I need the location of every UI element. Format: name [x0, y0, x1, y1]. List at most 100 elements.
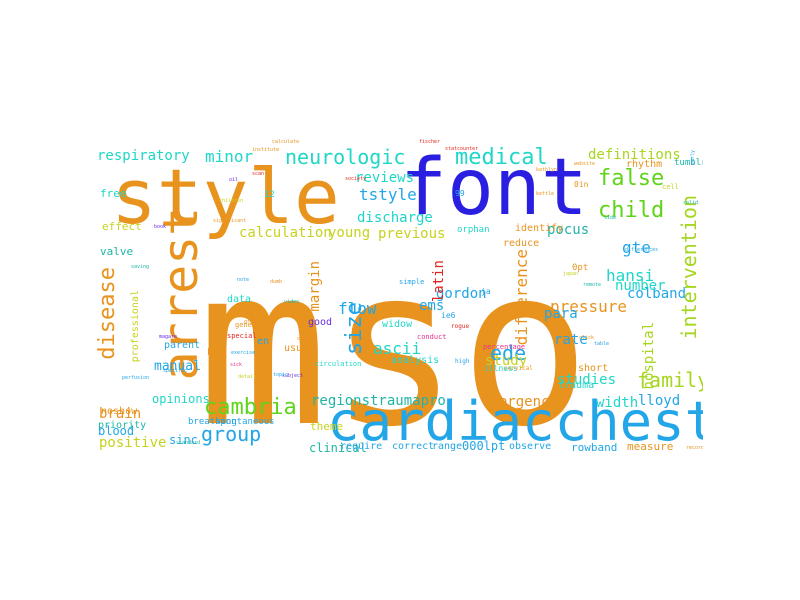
- cloud-word: correct: [392, 441, 435, 452]
- cloud-word: early: [690, 150, 696, 166]
- cloud-word: cardiacchest: [327, 390, 703, 453]
- cloud-word: hospital: [641, 322, 657, 390]
- cloud-word: range: [432, 441, 463, 452]
- cloud-word: differences: [625, 247, 659, 253]
- cloud-word: font: [400, 143, 588, 233]
- cloud-word: side: [604, 215, 617, 221]
- cloud-word: topic: [273, 372, 289, 378]
- cloud-word: blood: [98, 424, 135, 438]
- cloud-word: solid: [683, 200, 699, 206]
- cloud-word: general: [235, 321, 265, 329]
- cloud-word: ja: [481, 287, 491, 296]
- cloud-word: reviews: [355, 170, 415, 186]
- cloud-word: statcounter: [445, 146, 479, 152]
- cloud-word: brain: [99, 406, 142, 422]
- cloud-word: video: [284, 299, 300, 305]
- cloud-word: noshow: [101, 406, 138, 417]
- cloud-word: spontaneous: [215, 417, 275, 427]
- cloud-word: measure: [627, 440, 674, 453]
- cloud-word: young: [328, 225, 371, 241]
- cloud-word: ie6: [441, 311, 456, 320]
- cloud-word: children: [219, 198, 244, 204]
- cloud-word: remote: [583, 282, 602, 288]
- cloud-word: oil: [229, 177, 239, 183]
- cloud-word: 99: [455, 189, 465, 198]
- cloud-word: effect: [102, 220, 142, 233]
- cloud-word: magare: [159, 334, 178, 340]
- cloud-word: free: [100, 187, 127, 200]
- cloud-word: widow: [382, 319, 413, 330]
- cloud-word: medical: [455, 145, 548, 170]
- cloud-word: clear: [297, 336, 313, 342]
- cloud-word: tstyle: [359, 185, 417, 204]
- cloud-word: observe: [509, 441, 552, 452]
- cloud-word: cell: [662, 183, 679, 191]
- cloud-word: hansi: [606, 266, 655, 285]
- cloud-word: mso: [197, 222, 591, 461]
- word-cloud: mso font style cardiacchest arrest disease cam…: [97, 135, 703, 461]
- cloud-word: pressure: [550, 297, 628, 316]
- cloud-word: 0in: [574, 180, 589, 189]
- cloud-word: arrest: [153, 207, 209, 381]
- cloud-word: specific: [163, 368, 188, 374]
- cloud-word: manual: [154, 359, 201, 374]
- cloud-word: difference: [512, 249, 531, 346]
- cloud-word: discharge: [357, 210, 433, 226]
- cloud-word: rate: [554, 332, 588, 348]
- cloud-word: disease: [97, 267, 120, 360]
- cloud-word: analysis: [391, 355, 440, 366]
- cloud-word: kid: [207, 348, 224, 358]
- cloud-word: professional: [130, 290, 141, 363]
- cloud-word: number: [615, 278, 666, 294]
- cloud-word: orphan: [457, 225, 490, 235]
- cloud-word: para: [544, 306, 578, 322]
- cloud-word: short: [578, 363, 609, 374]
- cloud-word: kathlyn: [536, 167, 558, 173]
- cloud-word: good: [308, 317, 333, 328]
- cloud-word: standard: [176, 440, 201, 446]
- cloud-word: intervention: [677, 195, 701, 340]
- cloud-word: fischer: [419, 139, 441, 145]
- cloud-word: 0pt: [572, 263, 589, 273]
- cloud-word: definitions: [588, 147, 681, 163]
- cloud-word: gordon: [436, 286, 487, 302]
- cloud-word: percentage: [483, 343, 526, 351]
- cloud-word: calculation: [239, 225, 332, 241]
- cloud-word: society: [345, 176, 367, 182]
- cloud-word: en: [257, 336, 270, 347]
- cloud-word: high: [455, 358, 470, 365]
- cloud-word: ascii: [373, 339, 422, 358]
- cloud-word: rogue: [451, 323, 470, 330]
- cloud-word: illness: [484, 364, 518, 373]
- cloud-word: data: [227, 294, 252, 305]
- cloud-word: identify: [515, 223, 564, 234]
- cloud-word: click: [579, 335, 595, 341]
- cloud-word: cervical: [504, 365, 533, 372]
- cloud-word: sinc: [169, 433, 198, 447]
- cloud-word: child: [598, 198, 665, 223]
- cloud-word: subject: [282, 373, 304, 379]
- cloud-word: group: [201, 422, 262, 446]
- cloud-word: neurologic: [285, 145, 406, 169]
- cloud-word: rowband: [571, 441, 618, 454]
- cloud-word: pocus: [547, 222, 590, 238]
- cloud-word: clinical: [309, 441, 367, 455]
- cloud-word: ede: [490, 341, 527, 365]
- cloud-word: significant: [213, 218, 247, 224]
- cloud-word: website: [574, 161, 596, 167]
- cloud-word: require: [340, 441, 383, 452]
- cloud-word: colband: [627, 286, 687, 302]
- cloud-word: scan: [252, 171, 265, 177]
- cloud-word: margin: [307, 261, 323, 312]
- cloud-word: opinions: [152, 392, 210, 406]
- cloud-word: tumblr: [674, 158, 703, 168]
- cloud-word: false: [598, 166, 665, 191]
- cloud-word: regionstraumapro: [311, 393, 446, 409]
- cloud-word: emergency: [482, 394, 558, 410]
- cloud-word: calculate: [272, 139, 300, 145]
- cloud-word: previous: [378, 226, 446, 242]
- cloud-word: institute: [252, 147, 280, 153]
- cloud-word: japan: [563, 271, 579, 277]
- cloud-word: kettle: [536, 191, 555, 197]
- cloud-word: book: [154, 224, 167, 230]
